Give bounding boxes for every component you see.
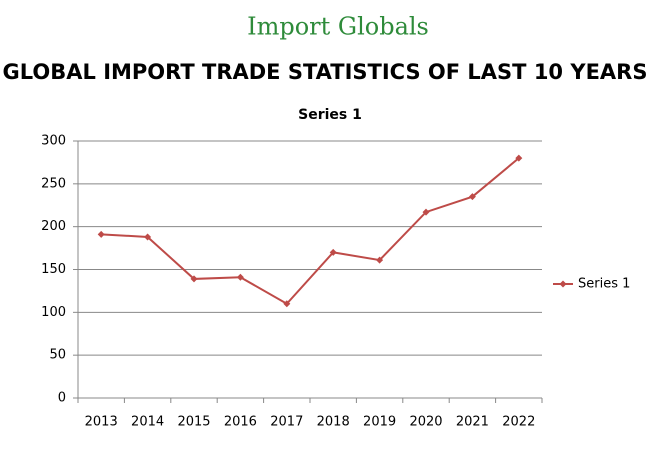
data-point xyxy=(283,300,291,308)
data-point xyxy=(190,275,198,283)
data-point xyxy=(236,273,244,281)
x-tick-label: 2017 xyxy=(270,415,303,430)
y-tick-label: 250 xyxy=(41,176,66,191)
x-tick-label: 2021 xyxy=(456,415,489,430)
logo: Import Globals xyxy=(247,13,429,41)
legend-label: Series 1 xyxy=(578,277,630,292)
y-tick-label: 150 xyxy=(41,262,66,277)
x-tick-label: 2022 xyxy=(502,415,535,430)
x-tick-label: 2015 xyxy=(177,415,210,430)
y-tick-label: 100 xyxy=(41,305,66,320)
data-point xyxy=(144,233,152,241)
x-tick-label: 2019 xyxy=(363,415,396,430)
legend-marker xyxy=(559,280,567,288)
x-tick-label: 2020 xyxy=(409,415,442,430)
x-tick-label: 2018 xyxy=(317,415,350,430)
chart-title: Series 1 xyxy=(298,107,362,123)
y-tick-label: 50 xyxy=(49,348,66,363)
x-tick-label: 2016 xyxy=(224,415,257,430)
x-tick-label: 2014 xyxy=(131,415,164,430)
data-point xyxy=(468,193,476,201)
x-tick-label: 2013 xyxy=(85,415,118,430)
data-point xyxy=(329,248,337,256)
data-point xyxy=(376,256,384,264)
series-line xyxy=(101,157,520,306)
y-tick-label: 200 xyxy=(41,219,66,234)
y-tick-label: 300 xyxy=(41,134,66,149)
data-point xyxy=(97,230,105,238)
data-point xyxy=(515,154,523,162)
y-tick-label: 0 xyxy=(58,391,66,406)
page-title: GLOBAL IMPORT TRADE STATISTICS OF LAST 1… xyxy=(3,60,648,84)
data-point xyxy=(422,208,430,216)
